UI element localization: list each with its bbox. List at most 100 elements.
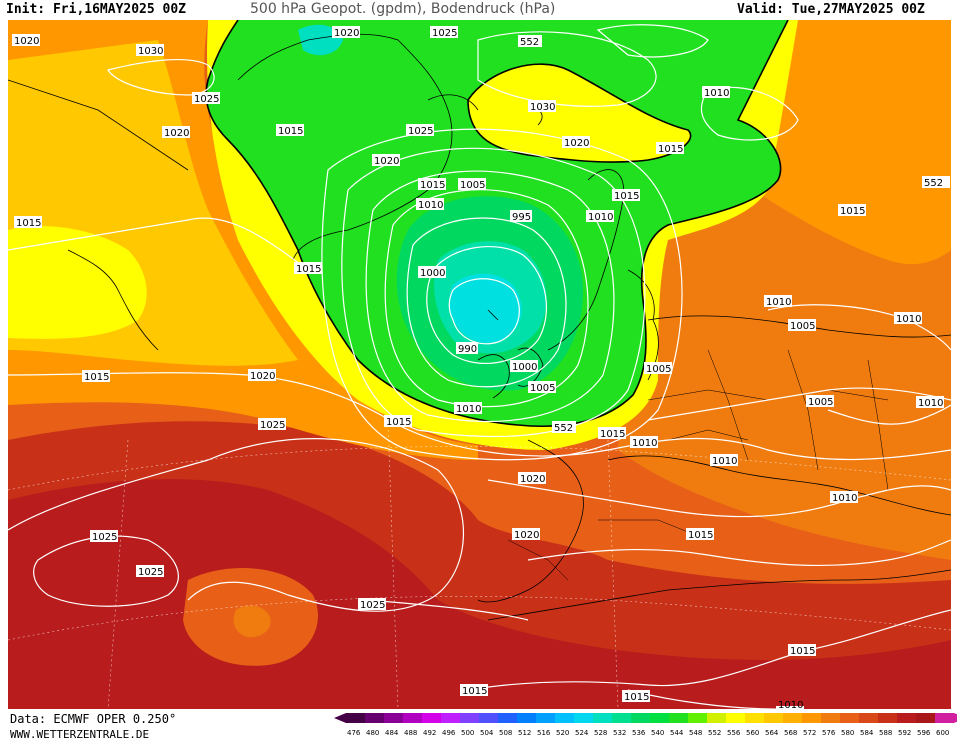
isobar-label: 1015 bbox=[460, 684, 488, 697]
weather-map: 1020 1030 1025 1020 1015 1025 1025 1020 … bbox=[8, 20, 951, 709]
isobar-label: 1010 bbox=[586, 210, 614, 223]
legend-tick: 512 bbox=[518, 729, 531, 737]
data-source: Data: ECMWF OPER 0.250° bbox=[10, 712, 177, 726]
isobar-label: 1020 bbox=[248, 369, 276, 382]
svg-text:1015: 1015 bbox=[16, 218, 41, 229]
svg-text:1010: 1010 bbox=[632, 438, 657, 449]
legend-tick: 536 bbox=[632, 729, 646, 737]
isobar-label: 1015 bbox=[686, 528, 714, 541]
svg-text:1000: 1000 bbox=[420, 268, 445, 279]
legend-swatch bbox=[612, 713, 631, 723]
isobar-label: 1005 bbox=[788, 319, 816, 332]
legend-arrow-high bbox=[954, 713, 957, 723]
isobar-labels: 1020 1030 1025 1020 1015 1025 1025 1020 … bbox=[12, 26, 950, 709]
field-556-west bbox=[8, 226, 147, 339]
isobar-label: 1005 bbox=[458, 178, 486, 191]
isobar-label: 1015 bbox=[612, 189, 640, 202]
graticule bbox=[8, 419, 951, 709]
svg-text:1010: 1010 bbox=[766, 297, 791, 308]
svg-text:1030: 1030 bbox=[530, 102, 555, 113]
svg-text:1025: 1025 bbox=[432, 28, 457, 39]
legend-tick: 504 bbox=[480, 729, 494, 737]
legend-tick: 552 bbox=[708, 729, 721, 737]
svg-text:1025: 1025 bbox=[360, 600, 385, 611]
isobar-label: 1010 bbox=[894, 312, 922, 325]
svg-text:1020: 1020 bbox=[520, 474, 545, 485]
svg-text:995: 995 bbox=[512, 212, 531, 223]
legend-tick: 584 bbox=[860, 729, 874, 737]
svg-text:1020: 1020 bbox=[374, 156, 399, 167]
isobar-label: 1025 bbox=[192, 92, 220, 105]
low-core bbox=[449, 273, 522, 344]
svg-text:1010: 1010 bbox=[918, 398, 943, 409]
isobar-label: 1015 bbox=[294, 262, 322, 275]
isobar-label: 1020 bbox=[162, 126, 190, 139]
svg-text:1015: 1015 bbox=[624, 692, 649, 703]
svg-text:990: 990 bbox=[458, 344, 477, 355]
legend-swatch bbox=[859, 713, 878, 723]
svg-text:1015: 1015 bbox=[600, 429, 625, 440]
legend-tick: 544 bbox=[670, 729, 684, 737]
legend-tick: 500 bbox=[461, 729, 474, 737]
height-label: 552 bbox=[518, 35, 542, 48]
isobar-label: 1020 bbox=[518, 472, 546, 485]
init-time: Init: Fri,16MAY2025 00Z bbox=[6, 2, 187, 17]
svg-text:1020: 1020 bbox=[14, 36, 39, 47]
svg-text:1000: 1000 bbox=[512, 362, 537, 373]
legend-tick: 496 bbox=[442, 729, 456, 737]
isobar-label: 1015 bbox=[14, 216, 42, 229]
svg-text:1015: 1015 bbox=[614, 191, 639, 202]
isobar-label: 1005 bbox=[528, 381, 556, 394]
isobar-label: 552 bbox=[922, 176, 950, 189]
svg-text:1015: 1015 bbox=[840, 206, 865, 217]
svg-text:1020: 1020 bbox=[564, 138, 589, 149]
legend-tick: 528 bbox=[594, 729, 607, 737]
svg-text:1025: 1025 bbox=[260, 420, 285, 431]
isobars bbox=[8, 24, 951, 709]
isobar-label: 1020 bbox=[332, 26, 360, 39]
svg-text:1010: 1010 bbox=[456, 404, 481, 415]
greenland-core bbox=[298, 24, 343, 56]
legend-swatch bbox=[631, 713, 650, 723]
legend-tick: 488 bbox=[404, 729, 417, 737]
legend-swatch bbox=[669, 713, 688, 723]
isobar-label: 1015 bbox=[384, 415, 412, 428]
svg-text:552: 552 bbox=[520, 37, 539, 48]
map-footer: Data: ECMWF OPER 0.250° WWW.WETTERZENTRA… bbox=[0, 709, 959, 741]
isobar-label: 1025 bbox=[136, 565, 164, 578]
isobar-label: 1010 bbox=[416, 198, 444, 211]
legend-tick: 524 bbox=[575, 729, 589, 737]
isobar-label: 1005 bbox=[644, 362, 672, 375]
isobar-label: 1010 bbox=[454, 402, 482, 415]
isobar-label: 1025 bbox=[430, 26, 458, 39]
color-legend: 476 480 484 488 492 496 500 504 508 512 516 520 524 5… bbox=[334, 713, 957, 737]
svg-text:1015: 1015 bbox=[658, 144, 683, 155]
isobar-label: 1030 bbox=[136, 44, 164, 57]
legend-tick: 580 bbox=[841, 729, 854, 737]
height-contour-552-ridge bbox=[467, 63, 692, 163]
isobar-label: 995 bbox=[510, 210, 532, 223]
legend-swatch bbox=[422, 713, 441, 723]
legend-tick: 576 bbox=[822, 729, 836, 737]
svg-text:1030: 1030 bbox=[138, 46, 163, 57]
legend-swatch bbox=[745, 713, 764, 723]
legend-tick: 508 bbox=[499, 729, 512, 737]
legend-tick: 592 bbox=[898, 729, 911, 737]
legend-swatch bbox=[403, 713, 422, 723]
coastlines bbox=[8, 33, 951, 621]
legend-tick: 520 bbox=[556, 729, 569, 737]
isobar-label: 1020 bbox=[562, 136, 590, 149]
legend-tick: 476 bbox=[347, 729, 361, 737]
svg-text:1025: 1025 bbox=[138, 567, 163, 578]
isobar-label: 1010 bbox=[830, 491, 858, 504]
chart-title: 500 hPa Geopot. (gpdm), Bodendruck (hPa) bbox=[250, 1, 556, 17]
svg-text:552: 552 bbox=[554, 423, 573, 434]
legend-swatch bbox=[498, 713, 517, 723]
legend-tick: 492 bbox=[423, 729, 436, 737]
legend-swatch bbox=[517, 713, 536, 723]
legend-swatch bbox=[916, 713, 935, 723]
isobar-label: 1020 bbox=[372, 154, 400, 167]
isobar-label: 1010 bbox=[916, 396, 944, 409]
legend-swatch bbox=[764, 713, 783, 723]
isobar-label: 1015 bbox=[622, 690, 650, 703]
